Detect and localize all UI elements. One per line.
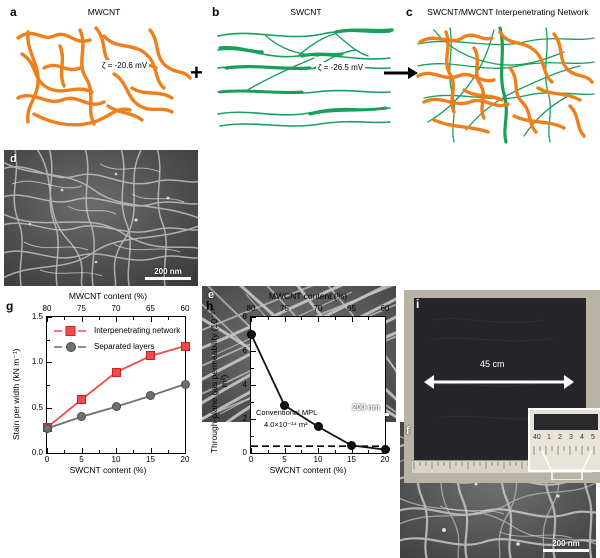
panel-h-reference-value: 4.0×10⁻¹⁴ m²	[264, 420, 308, 429]
panel-g-bottom-axis-title: SWCNT content (%)	[69, 465, 147, 475]
sheet-dimension-label: 45 cm	[480, 359, 505, 369]
x-tick-label-bottom: 10	[313, 455, 323, 464]
inset-ruler-number-4: 4	[580, 434, 584, 441]
x-tick-label-bottom: 15	[347, 455, 356, 464]
y-tick-label: 1.0	[31, 357, 43, 367]
x-tick-label-top: 75	[280, 304, 289, 313]
inset-ruler-number-40: 40	[533, 434, 541, 441]
inset-connector	[541, 450, 593, 480]
x-tick-label-top: 60	[180, 304, 190, 313]
swcnt-network-drawing	[217, 28, 394, 127]
panel-c-interpenetrating: c SWCNT/MWCNT Interpenetrating Network	[404, 2, 600, 146]
panel-h-top-axis-title: MWCNT content (%)	[268, 291, 348, 301]
x-tick-label-bottom: 5	[79, 455, 84, 464]
inset-ruler-number-3: 3	[569, 434, 573, 441]
panel-g-chart: g MWCNT content (%) SWCNT content (%) St…	[0, 290, 200, 483]
legend-label-interpenetrating: Interpenetrating network	[94, 326, 181, 335]
panel-a-mwcnt: a MWCNT ζ = -20.6 mV	[4, 2, 200, 146]
x-tick-label-bottom: 0	[44, 455, 50, 464]
ruler-inset: 40 1 2 3 4 5	[528, 408, 600, 472]
series-line-1	[47, 383, 185, 430]
panel-b-title: SWCNT	[290, 7, 322, 17]
panel-h-label: h	[206, 299, 214, 313]
x-tick-label-top: 70	[313, 304, 323, 313]
panel-c-title: SWCNT/MWCNT Interpenetrating Network	[427, 7, 589, 17]
legend-label-separated: Separated layers	[94, 342, 155, 351]
x-tick-label-bottom: 5	[282, 455, 287, 464]
panel-g-y-axis-title: Stain per width (kN m⁻¹)	[11, 348, 21, 440]
panel-g-top-axis-title: MWCNT content (%)	[68, 291, 148, 301]
panel-b-label: b	[212, 5, 220, 19]
panel-b-zeta-label: ζ = -26.5 mV	[316, 62, 366, 73]
x-tick-label-top: 65	[146, 304, 155, 313]
scale-bar-d: 200 nm	[145, 268, 191, 280]
panel-d-label: d	[10, 153, 17, 165]
scale-bar-d-label: 200 nm	[154, 267, 182, 276]
arrow-operator	[384, 66, 418, 85]
panel-a-label: a	[10, 5, 17, 19]
panel-h-chart: h MWCNT content (%) SWCNT content (%) Th…	[200, 290, 400, 483]
y-tick-label: 1.5	[31, 312, 43, 321]
panel-h-bottom-axis-title: SWCNT content (%)	[269, 465, 347, 475]
x-tick-label-bottom: 15	[146, 455, 155, 464]
inset-sheet-edge	[534, 414, 598, 430]
scale-bar-e: 200 nm	[343, 404, 389, 416]
series-line-0	[251, 333, 385, 451]
panel-i-label: i	[416, 297, 420, 311]
legend-swatch-interpenetrating	[54, 326, 88, 336]
x-tick-label-top: 80	[246, 304, 256, 313]
y-tick-label: 0.5	[31, 402, 43, 412]
plus-operator: +	[190, 60, 203, 85]
x-tick-label-bottom: 20	[180, 455, 190, 464]
inset-ruler-number-1: 1	[547, 434, 551, 441]
x-tick-label-top: 60	[380, 304, 390, 313]
x-tick-label-top: 70	[111, 304, 121, 313]
panel-g-label: g	[6, 299, 14, 313]
panel-b-swcnt: b SWCNT ζ = -26	[206, 2, 402, 146]
panel-d-sem-mwcnt: d	[4, 150, 198, 286]
panel-a-zeta-label: ζ = -20.6 mV	[100, 60, 150, 71]
x-tick-label-bottom: 0	[248, 455, 254, 464]
interpenetrating-network-drawing	[416, 26, 595, 144]
inset-ruler-number-5: 5	[591, 434, 595, 441]
panel-h-plot-area	[250, 316, 386, 454]
x-tick-label-top: 75	[77, 304, 86, 313]
scale-bar-f: 200 nm	[543, 540, 589, 552]
panel-i-photograph: i 45 cm	[404, 290, 600, 483]
scale-bar-e-label: 200 nm	[352, 403, 380, 412]
panel-h-y-axis-title: Through-plane gas permeability (10⁻¹³ m²…	[209, 308, 229, 454]
sem-texture-d	[4, 150, 198, 286]
y-tick-label: 0.0	[31, 448, 43, 457]
legend-swatch-separated	[54, 342, 88, 352]
panel-g-data-lines	[47, 345, 185, 430]
x-tick-label-top: 80	[42, 304, 52, 313]
x-tick-label-top: 65	[347, 304, 356, 313]
inset-ruler-number-2: 2	[558, 434, 562, 441]
series-line-0	[47, 345, 185, 429]
dimension-arrow	[424, 375, 574, 389]
panel-g-plot-area	[46, 316, 186, 454]
x-tick-label-bottom: 10	[111, 455, 121, 464]
scale-bar-f-label: 200 nm	[552, 539, 580, 548]
panel-h-reference-label: Conventional MPL	[256, 408, 318, 417]
mwcnt-network-drawing	[16, 26, 192, 127]
x-tick-label-bottom: 20	[380, 455, 390, 464]
panel-c-label: c	[406, 5, 413, 19]
sheet-texture	[427, 317, 557, 420]
panel-f-label: f	[406, 425, 410, 437]
panel-h-data-lines	[251, 333, 385, 451]
panel-a-title: MWCNT	[87, 7, 121, 17]
inset-ruler-ticks	[533, 446, 595, 455]
panel-e-label: e	[208, 289, 215, 301]
